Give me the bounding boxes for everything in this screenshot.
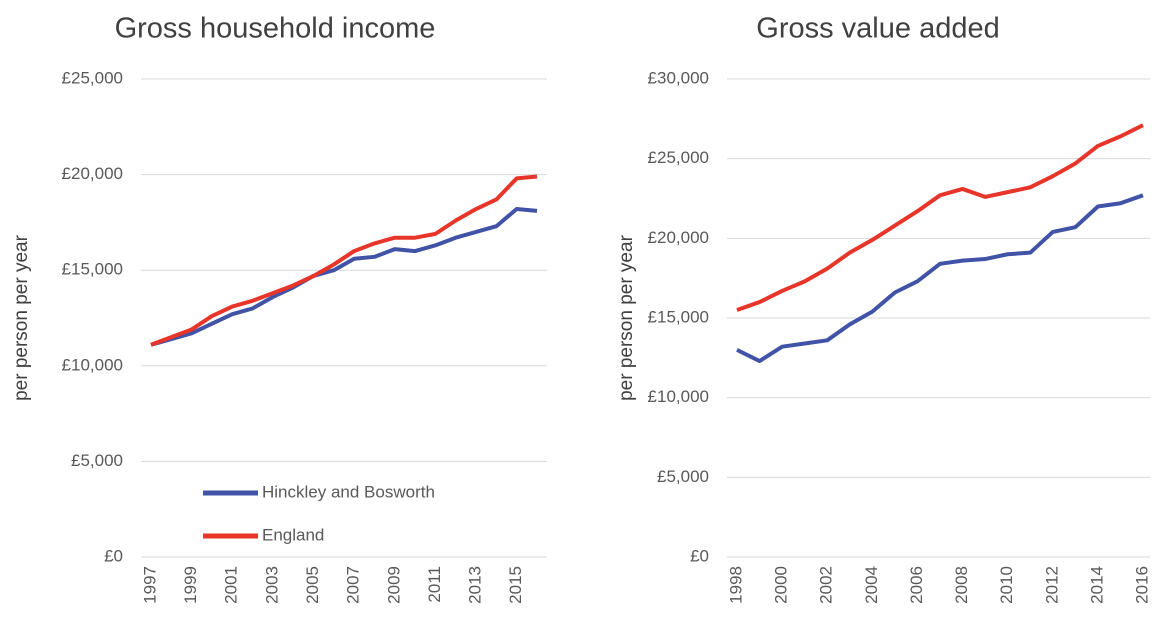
y-tick-label: £10,000 [62, 355, 123, 374]
x-tick-label: 2013 [466, 566, 485, 604]
y-tick-label: £25,000 [648, 148, 709, 167]
x-tick-label: 2016 [1132, 566, 1151, 604]
y-tick-label: £25,000 [62, 68, 123, 87]
legend-label: England [262, 525, 324, 544]
series-line [736, 123, 1144, 312]
y-axis-label: per person per year [616, 234, 637, 400]
x-tick-label: 2004 [862, 566, 881, 604]
x-tick-label: 2006 [907, 566, 926, 604]
y-tick-label: £0 [104, 546, 123, 565]
x-tick-label: 2000 [772, 566, 791, 604]
y-tick-label: £0 [690, 546, 709, 565]
y-tick-label: £5,000 [71, 451, 123, 470]
x-tick-label: 2003 [262, 566, 281, 604]
x-tick-label: 2014 [1087, 566, 1106, 604]
chart-title: Gross household income [115, 13, 436, 45]
y-tick-label: £20,000 [62, 164, 123, 183]
series-line [150, 174, 538, 347]
x-tick-label: 2012 [1042, 566, 1061, 604]
series-line [150, 207, 538, 347]
x-tick-label: 2009 [384, 566, 403, 604]
y-tick-label: £10,000 [648, 387, 709, 406]
y-tick-label: £15,000 [62, 260, 123, 279]
chart-title: Gross value added [756, 13, 999, 45]
y-tick-label: £30,000 [648, 68, 709, 87]
legend-label: Hinckley and Bosworth [262, 482, 435, 501]
x-tick-label: 2007 [344, 566, 363, 604]
x-tick-label: 2001 [222, 566, 241, 604]
x-tick-label: 2011 [425, 566, 444, 603]
series-line [736, 193, 1144, 364]
x-tick-label: 2015 [506, 566, 525, 604]
x-tick-label: 1998 [726, 566, 745, 604]
x-tick-label: 2002 [817, 566, 836, 604]
y-tick-label: £15,000 [648, 307, 709, 326]
x-tick-label: 2008 [952, 566, 971, 604]
x-tick-label: 2005 [303, 566, 322, 604]
y-axis-label: per person per year [11, 234, 32, 400]
y-tick-label: £20,000 [648, 228, 709, 247]
x-tick-label: 1999 [181, 566, 200, 604]
x-tick-label: 2010 [997, 566, 1016, 604]
x-tick-label: 1997 [140, 566, 159, 604]
y-tick-label: £5,000 [657, 467, 709, 486]
